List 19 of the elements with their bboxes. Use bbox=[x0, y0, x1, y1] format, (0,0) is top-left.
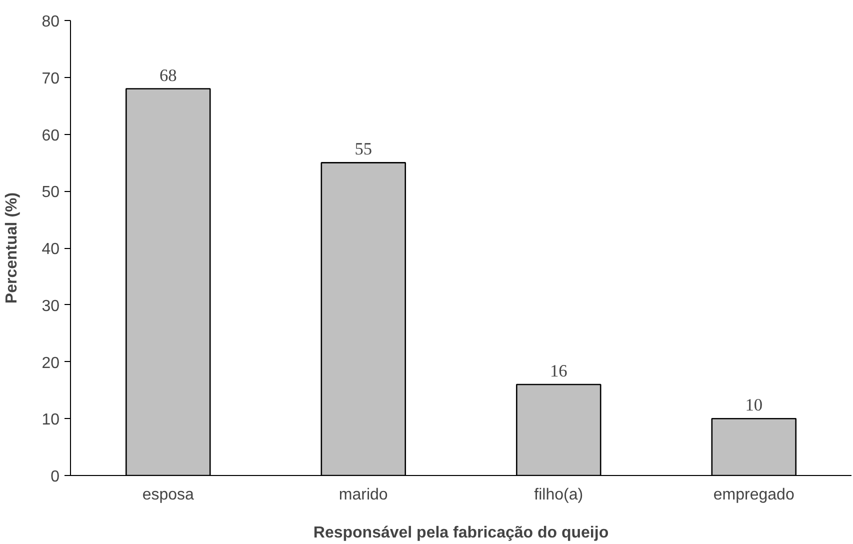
x-axis-title: Responsável pela fabricação do queijo bbox=[313, 524, 609, 542]
x-tick-label: marido bbox=[338, 486, 388, 504]
data-label: 16 bbox=[550, 362, 568, 380]
x-tick-label: filho(a) bbox=[534, 486, 584, 504]
y-tick-label: 20 bbox=[42, 354, 60, 372]
data-label: 55 bbox=[354, 140, 372, 159]
y-axis-title: Percentual (%) bbox=[4, 192, 21, 304]
data-label: 68 bbox=[159, 66, 177, 85]
y-tick-label: 30 bbox=[42, 298, 60, 315]
y-tick-label: 50 bbox=[42, 184, 60, 202]
y-tick-label: 80 bbox=[42, 14, 60, 30]
x-tick-label: esposa bbox=[142, 486, 194, 504]
y-tick-label: 40 bbox=[42, 241, 60, 258]
x-tick-label: empregado bbox=[713, 486, 794, 504]
data-label: 10 bbox=[745, 396, 763, 415]
y-tick-label: 10 bbox=[42, 412, 60, 429]
y-tick-label: 60 bbox=[42, 127, 60, 144]
y-tick-label: 0 bbox=[50, 468, 60, 486]
y-tick-label: 70 bbox=[42, 70, 60, 88]
